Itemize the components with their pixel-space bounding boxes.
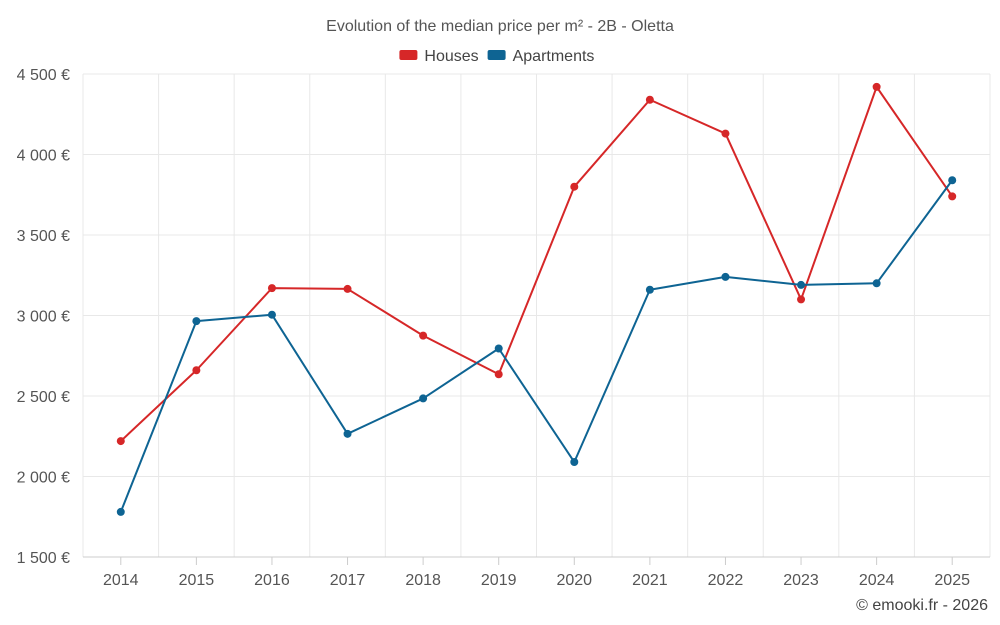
grid xyxy=(82,73,991,558)
legend-label: Apartments xyxy=(513,48,595,65)
y-tick-label: 2 500 € xyxy=(17,389,70,406)
legend-item-apartments[interactable]: Apartments xyxy=(487,48,595,65)
data-point-apartments[interactable] xyxy=(419,394,428,403)
data-point-houses[interactable] xyxy=(721,129,730,138)
data-point-apartments[interactable] xyxy=(948,176,957,185)
legend-label: Houses xyxy=(424,48,478,65)
x-tick-label: 2015 xyxy=(179,572,215,589)
data-point-apartments[interactable] xyxy=(116,507,125,516)
x-tick-label: 2019 xyxy=(481,572,517,589)
data-point-houses[interactable] xyxy=(267,284,276,293)
chart-title: Evolution of the median price per m² - 2… xyxy=(326,18,674,35)
data-point-houses[interactable] xyxy=(872,82,881,91)
data-point-apartments[interactable] xyxy=(872,279,881,288)
credit-text: © emooki.fr - 2026 xyxy=(856,597,988,614)
y-tick-label: 4 000 € xyxy=(17,148,70,165)
x-tick-label: 2021 xyxy=(632,572,668,589)
legend-item-houses[interactable]: Houses xyxy=(399,48,479,65)
y-tick-label: 4 500 € xyxy=(17,67,70,84)
x-tick-label: 2016 xyxy=(254,572,290,589)
x-tick-label: 2018 xyxy=(405,572,441,589)
data-point-houses[interactable] xyxy=(948,192,957,201)
data-point-apartments[interactable] xyxy=(267,310,276,319)
data-point-houses[interactable] xyxy=(570,182,579,191)
data-point-apartments[interactable] xyxy=(645,285,654,294)
series-group xyxy=(116,82,957,516)
data-point-houses[interactable] xyxy=(797,295,806,304)
x-tick-label: 2023 xyxy=(783,572,819,589)
data-point-houses[interactable] xyxy=(645,95,654,104)
data-point-houses[interactable] xyxy=(343,284,352,293)
x-tick-label: 2022 xyxy=(708,572,744,589)
y-tick-label: 1 500 € xyxy=(17,550,70,567)
data-point-apartments[interactable] xyxy=(192,317,201,326)
x-axis: 2014 2015 2016 2017 2018 2019 2020 2021 2022 2023… xyxy=(83,556,990,589)
data-point-apartments[interactable] xyxy=(343,429,352,438)
series-line-apartments xyxy=(119,179,954,513)
x-tick-label: 2014 xyxy=(103,572,139,589)
y-tick-label: 3 000 € xyxy=(17,309,70,326)
x-tick-label: 2017 xyxy=(330,572,366,589)
data-point-apartments[interactable] xyxy=(494,344,503,353)
data-point-houses[interactable] xyxy=(192,366,201,375)
data-point-apartments[interactable] xyxy=(797,280,806,289)
x-tick-label: 2025 xyxy=(934,572,970,589)
data-point-apartments[interactable] xyxy=(721,272,730,281)
data-point-houses[interactable] xyxy=(494,370,503,379)
legend-swatch xyxy=(399,50,418,60)
series-line-houses xyxy=(120,85,954,442)
data-point-houses[interactable] xyxy=(419,331,428,340)
x-tick-label: 2024 xyxy=(859,572,895,589)
legend: Houses Apartments xyxy=(399,48,594,65)
y-tick-label: 2 000 € xyxy=(17,470,70,487)
data-point-houses[interactable] xyxy=(116,437,125,446)
y-axis: 1 500 € 2 000 € 2 500 € 3 000 € 3 500 € 4 000… xyxy=(17,67,70,567)
y-tick-label: 3 500 € xyxy=(17,228,70,245)
legend-swatch xyxy=(487,50,506,60)
x-tick-label: 2020 xyxy=(556,572,592,589)
data-point-apartments[interactable] xyxy=(570,458,579,467)
